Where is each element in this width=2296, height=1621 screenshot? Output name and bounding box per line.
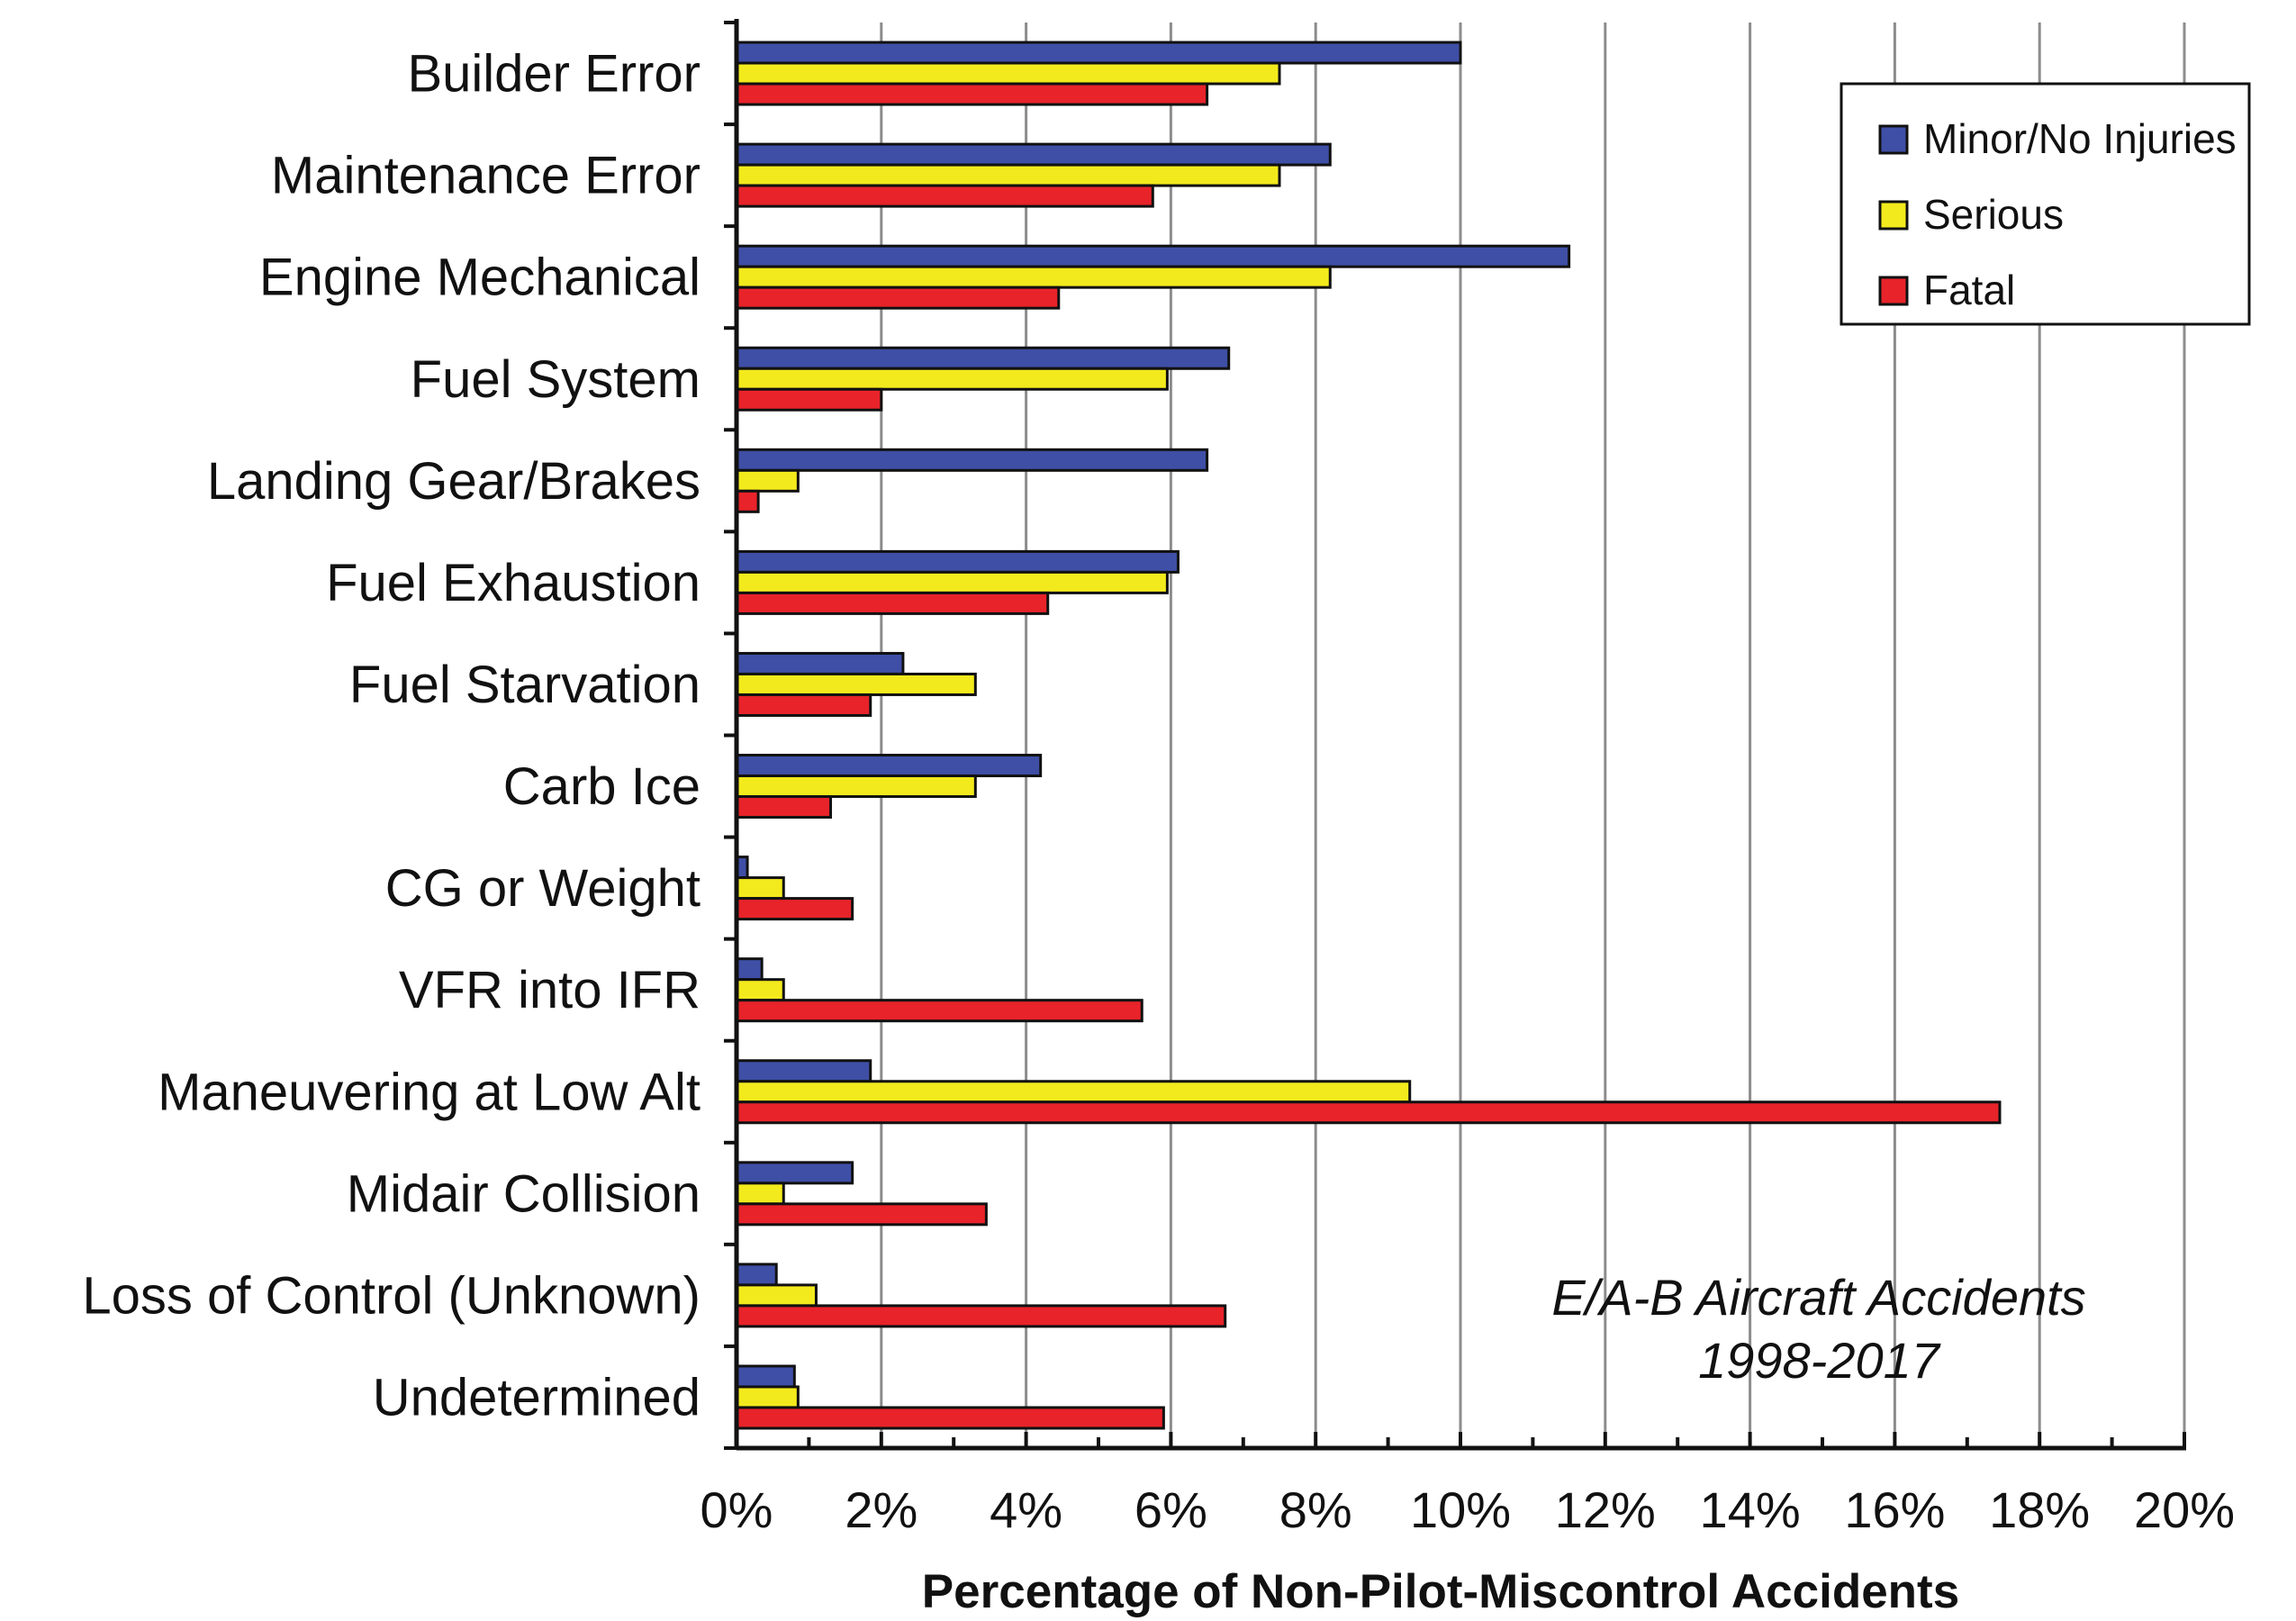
bar-cg-or-weight-fatal [735,897,854,921]
bar-maneuvering-at-low-alt-fatal [735,1100,2002,1125]
annotation-line-1: E/A-B Aircraft Accidents [1551,1269,2085,1326]
category-label-maneuvering-at-low-alt: Maneuvering at Low Alt [158,1063,701,1121]
category-label-carb-ice: Carb Ice [503,757,701,816]
x-axis-title: Percentage of Non-Pilot-Miscontrol Accid… [922,1565,1959,1618]
bar-undetermined-serious [735,1385,800,1409]
bar-engine-mechanical-serious [735,265,1332,289]
bar-maneuvering-at-low-alt-minor-no-injuries [735,1059,872,1083]
category-label-cg-or-weight: CG or Weight [385,859,701,918]
category-label-fuel-system: Fuel System [411,350,701,409]
bar-builder-error-serious [735,61,1281,86]
legend-swatch-serious [1878,200,1909,231]
x-tick-label: 8% [1279,1481,1352,1538]
bar-midair-collision-fatal [735,1202,988,1227]
x-tick-labels: 0% 2% 4% 6% 8% 10% 12% 14% 16% 18% 20% [701,1481,2236,1538]
x-tick-label: 2% [845,1481,917,1538]
x-tick-label: 20% [2134,1481,2235,1538]
bar-vfr-into-ifr-fatal [735,999,1143,1023]
category-label-vfr-into-ifr: VFR into IFR [399,961,701,1019]
axes [724,19,2186,1451]
x-tick-label: 14% [1700,1481,1801,1538]
x-tick-label: 16% [1844,1481,1945,1538]
category-label-maintenance-error: Maintenance Error [271,147,701,205]
bar-fuel-system-minor-no-injuries [735,346,1231,370]
bar-landing-gear-brakes-serious [735,468,800,493]
bar-engine-mechanical-fatal [735,285,1061,310]
bar-fuel-system-fatal [735,387,883,412]
bar-maintenance-error-serious [735,163,1281,187]
x-tick-label: 0% [701,1481,773,1538]
bar-maintenance-error-minor-no-injuries [735,142,1332,167]
legend-box [1840,82,2251,326]
bar-fuel-starvation-serious [735,672,977,696]
bar-fuel-exhaustion-serious [735,570,1169,594]
bar-builder-error-fatal [735,82,1209,106]
bar-midair-collision-serious [735,1182,785,1206]
category-label-builder-error: Builder Error [407,45,701,104]
bar-vfr-into-ifr-serious [735,978,785,1002]
annotation-line-2: 1998-2017 [1698,1332,1941,1389]
bar-carb-ice-fatal [735,795,833,820]
legend-swatch-fatal [1878,276,1909,306]
category-label-midair-collision: Midair Collision [347,1164,701,1223]
bar-landing-gear-brakes-fatal [735,489,760,513]
bar-fuel-starvation-fatal [735,693,872,717]
bar-landing-gear-brakes-minor-no-injuries [735,448,1209,472]
bar-engine-mechanical-minor-no-injuries [735,244,1571,268]
legend-label-fatal: Fatal [1923,267,2015,313]
category-label-undetermined: Undetermined [373,1368,701,1426]
legend-label-minor: Minor/No Injuries [1923,115,2237,162]
bar-maintenance-error-fatal [735,184,1154,208]
bars [735,41,2002,1430]
bar-fuel-system-serious [735,367,1169,391]
x-tick-label: 18% [1989,1481,2090,1538]
bar-loss-of-control-unknown-minor-no-injuries [735,1263,778,1287]
x-tick-label: 4% [990,1481,1062,1538]
category-label-fuel-starvation: Fuel Starvation [349,656,701,714]
bar-loss-of-control-unknown-serious [735,1283,818,1308]
category-label-loss-of-control-unknown: Loss of Control (Unknown) [82,1266,701,1325]
bar-midair-collision-minor-no-injuries [735,1161,854,1185]
bar-loss-of-control-unknown-fatal [735,1304,1227,1328]
bar-carb-ice-serious [735,774,977,799]
legend-swatch-minor [1878,124,1909,155]
legend: Minor/No Injuries Serious Fatal [1840,82,2251,326]
bar-fuel-exhaustion-minor-no-injuries [735,549,1180,574]
bar-fuel-exhaustion-fatal [735,591,1050,615]
x-tick-label: 10% [1410,1481,1511,1538]
bar-fuel-starvation-minor-no-injuries [735,651,905,675]
bar-undetermined-minor-no-injuries [735,1364,796,1389]
bar-undetermined-fatal [735,1406,1165,1430]
category-labels: Builder Error Maintenance Error Engine Mec… [82,45,701,1427]
bar-maneuvering-at-low-alt-serious [735,1080,1412,1104]
bar-vfr-into-ifr-minor-no-injuries [735,957,764,982]
x-tick-label: 6% [1134,1481,1207,1538]
bar-cg-or-weight-serious [735,876,785,901]
category-label-landing-gear-brakes: Landing Gear/Brakes [207,452,701,511]
bar-builder-error-minor-no-injuries [735,41,1462,65]
x-tick-label: 12% [1555,1481,1656,1538]
category-label-fuel-exhaustion: Fuel Exhaustion [326,554,701,612]
bar-carb-ice-minor-no-injuries [735,754,1043,778]
category-label-engine-mechanical: Engine Mechanical [259,249,701,307]
annotation: E/A-B Aircraft Accidents 1998-2017 [1551,1269,2085,1389]
legend-label-serious: Serious [1923,191,2064,238]
